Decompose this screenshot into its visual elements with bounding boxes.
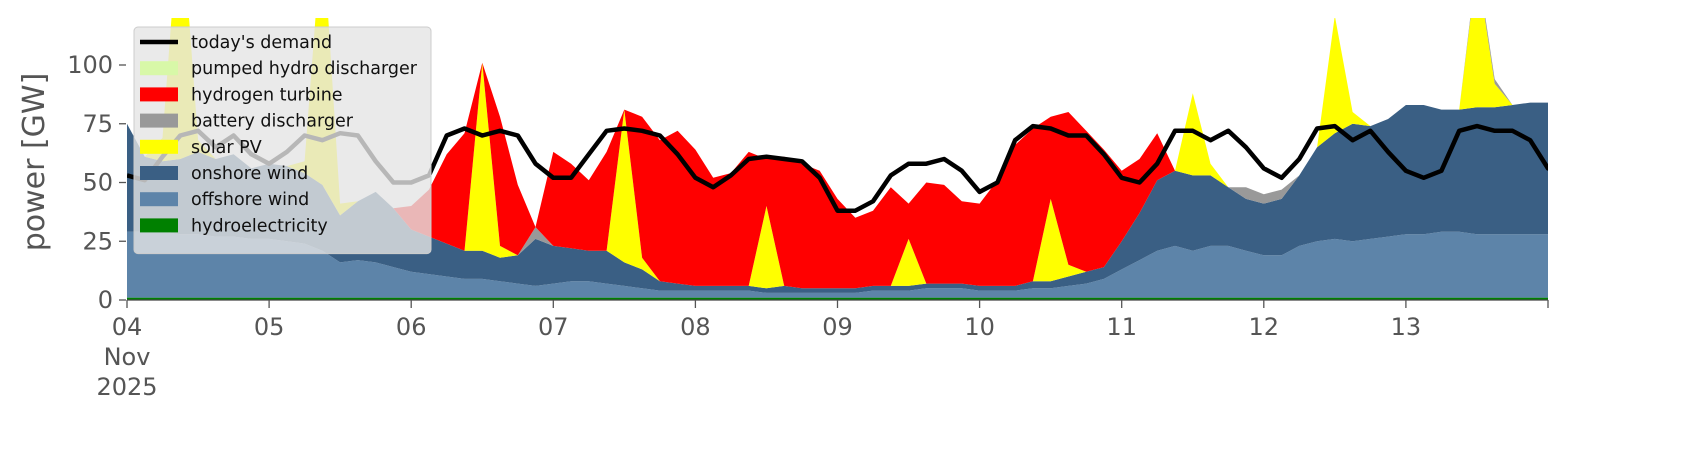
- legend-swatch: [140, 113, 178, 128]
- legend-label: today's demand: [191, 33, 332, 53]
- x-tick-label: 09: [822, 313, 853, 341]
- x-tick-label: 04: [112, 313, 143, 341]
- legend-label: onshore wind: [191, 164, 308, 184]
- legend-swatch: [140, 139, 178, 154]
- x-tick-label: 11: [1106, 313, 1137, 341]
- area-solar-pv: [127, 18, 1548, 289]
- y-tick-label: 75: [82, 110, 113, 138]
- legend-label: offshore wind: [191, 190, 309, 210]
- area-onshore-wind: [127, 102, 1548, 293]
- legend-item-onshore-wind: onshore wind: [140, 164, 308, 184]
- area-offshore-wind: [127, 231, 1548, 298]
- legend-label: pumped hydro discharger: [191, 59, 418, 79]
- x-tick-label: 10: [964, 313, 995, 341]
- legend-label: hydrogen turbine: [191, 85, 343, 105]
- legend-swatch: [140, 192, 178, 207]
- y-tick-label: 0: [98, 286, 113, 314]
- y-axis-title: power [GW]: [17, 73, 52, 252]
- x-tick-label: 13: [1391, 313, 1422, 341]
- legend-swatch: [140, 166, 178, 180]
- area-hydrogen-turbine: [127, 18, 1548, 289]
- legend-item-pumped-hydro-discharger: pumped hydro discharger: [140, 59, 418, 79]
- legend-swatch: [140, 218, 178, 233]
- legend-swatch: [140, 61, 178, 76]
- y-tick-label: 25: [82, 227, 113, 255]
- legend-label: battery discharger: [191, 112, 354, 132]
- x-tick-label: 06: [396, 313, 427, 341]
- legend-item-hydroelectricity: hydroelectricity: [140, 216, 328, 236]
- legend-item-today-s-demand: today's demand: [140, 33, 332, 53]
- x-tick-label: 08: [680, 313, 711, 341]
- y-tick-label: 100: [67, 51, 113, 79]
- legend-item-solar-pv: solar PV: [140, 138, 262, 158]
- legend-label: hydroelectricity: [191, 216, 328, 236]
- x-tick-label: 2025: [96, 373, 157, 401]
- legend-label: solar PV: [191, 138, 262, 158]
- legend-item-battery-discharger: battery discharger: [140, 112, 354, 132]
- x-tick-label: 05: [254, 313, 285, 341]
- legend: today's demand pumped hydro discharger hyd…: [133, 26, 432, 255]
- legend-swatch: [140, 87, 178, 102]
- y-tick-label: 50: [82, 169, 113, 197]
- x-tick-label: Nov: [104, 343, 151, 371]
- legend-box: [133, 26, 432, 255]
- x-tick-label: 12: [1249, 313, 1280, 341]
- legend-item-hydrogen-turbine: hydrogen turbine: [140, 85, 343, 105]
- x-tick-label: 07: [538, 313, 569, 341]
- legend-item-offshore-wind: offshore wind: [140, 190, 309, 210]
